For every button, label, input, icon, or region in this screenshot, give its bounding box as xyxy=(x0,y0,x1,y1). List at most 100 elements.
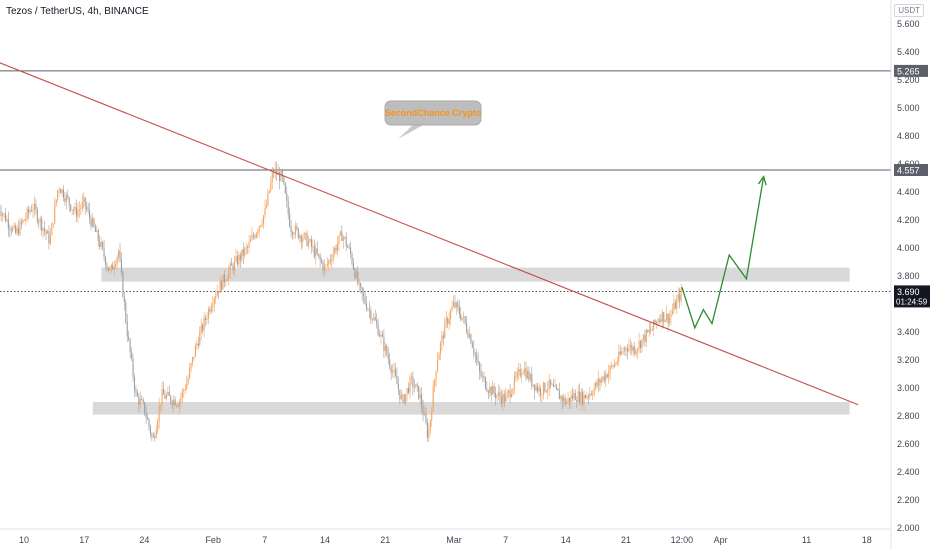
level-price-tag-2: 4.557 xyxy=(894,164,928,177)
candle-body xyxy=(126,321,128,337)
candle xyxy=(384,342,386,358)
symbol-title[interactable]: Tezos / TetherUS, 4h, BINANCE xyxy=(6,6,149,17)
candle xyxy=(251,227,253,241)
descending-trendline[interactable] xyxy=(0,45,859,406)
candle xyxy=(61,188,63,197)
candle xyxy=(267,188,269,208)
candle xyxy=(558,383,560,400)
candle xyxy=(397,376,399,396)
candle xyxy=(119,243,121,263)
candle-body xyxy=(215,296,217,299)
candle-body xyxy=(13,225,15,228)
candle-body xyxy=(393,369,395,371)
candle xyxy=(142,397,144,405)
candle-body xyxy=(16,227,18,234)
candle xyxy=(432,380,434,412)
candle-body xyxy=(631,344,633,351)
candle xyxy=(58,187,60,197)
candle xyxy=(176,404,178,409)
candle-body xyxy=(573,392,575,399)
candle xyxy=(157,418,159,434)
candle-body xyxy=(74,206,76,211)
candle xyxy=(313,239,315,259)
candle-body xyxy=(235,256,237,261)
candle-body xyxy=(102,242,104,248)
candle xyxy=(548,373,550,397)
candle xyxy=(332,246,334,264)
candle-body xyxy=(332,253,334,261)
candle xyxy=(392,363,394,378)
candle xyxy=(563,393,565,408)
candle xyxy=(94,223,96,233)
candle-body xyxy=(560,396,562,400)
candle xyxy=(592,390,594,401)
candle-body xyxy=(278,172,281,182)
projection-path[interactable] xyxy=(681,176,765,330)
candle xyxy=(403,393,405,405)
candle xyxy=(292,230,294,241)
candle xyxy=(273,167,275,178)
support-resistance-zone-2 xyxy=(92,402,850,415)
candle-body xyxy=(389,359,391,367)
candle xyxy=(200,318,202,341)
candle-body xyxy=(447,318,449,324)
candle xyxy=(622,347,624,355)
price-axis[interactable]: 5.600 5.400 5.200 5.000 4.800 4.600 4.400 4.200… xyxy=(897,19,920,533)
candle xyxy=(576,396,578,409)
candle-body xyxy=(626,348,629,352)
candle xyxy=(60,188,62,194)
candle-body xyxy=(525,368,527,379)
candle-body xyxy=(493,386,495,393)
candle-body xyxy=(513,376,515,389)
candle xyxy=(342,234,344,249)
candle xyxy=(535,383,537,393)
candle-body xyxy=(19,221,21,235)
candle-body xyxy=(490,387,492,395)
candle xyxy=(480,363,482,380)
candle-body xyxy=(39,218,41,223)
candle xyxy=(329,254,331,266)
candle-body xyxy=(186,383,188,390)
candle xyxy=(508,389,510,399)
candle-body xyxy=(370,310,372,320)
candle-body xyxy=(116,256,118,265)
candle xyxy=(390,364,392,380)
candle xyxy=(515,371,517,382)
candle-body xyxy=(176,405,178,407)
time-tick-label: 7 xyxy=(503,535,508,545)
candle xyxy=(144,401,146,417)
candle-body xyxy=(303,233,305,239)
candle xyxy=(651,325,653,331)
candle-body xyxy=(381,334,383,337)
annotation-callout[interactable]: SecondChance Crypto xyxy=(384,100,482,139)
candle xyxy=(276,161,278,182)
candle xyxy=(165,392,167,402)
candle xyxy=(365,296,368,312)
candle-body xyxy=(663,312,665,322)
candle-body xyxy=(265,204,267,208)
candle xyxy=(529,372,531,383)
candle xyxy=(450,308,452,326)
candle-body xyxy=(209,309,211,312)
candle xyxy=(503,390,505,408)
candle-body xyxy=(54,204,56,224)
candle-body xyxy=(497,392,499,396)
candle xyxy=(89,202,91,224)
candle-body xyxy=(613,363,615,367)
candle-body xyxy=(512,388,514,394)
candle-body xyxy=(408,388,410,393)
time-axis[interactable]: 10 17 24 Feb 7 14 21 Mar 7 14 21 12:00 Apr 11 18 xyxy=(19,535,872,545)
candle-body xyxy=(206,318,208,320)
candle-body xyxy=(260,225,262,227)
candle-body xyxy=(394,369,397,376)
candle-body xyxy=(33,203,35,210)
candle xyxy=(4,207,6,223)
candle-body xyxy=(293,234,295,236)
candle-body xyxy=(187,377,189,384)
candle-body xyxy=(466,322,468,332)
candle xyxy=(460,306,462,322)
currency-button[interactable]: USDT xyxy=(894,4,924,17)
candle xyxy=(322,260,324,276)
candle-body xyxy=(207,309,209,319)
